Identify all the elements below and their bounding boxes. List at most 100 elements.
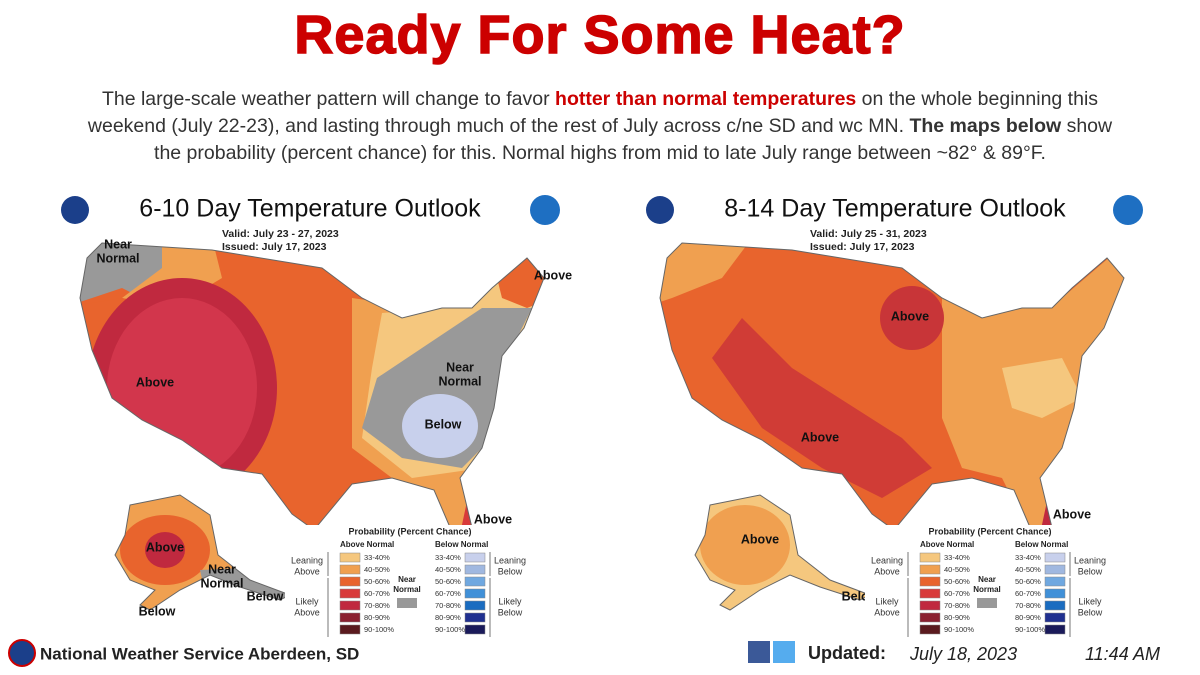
legend-group: Leaning (291, 555, 323, 565)
region-label: Near (104, 237, 132, 251)
legend-group: Likely (1078, 596, 1102, 606)
legend-bin: 40-50% (944, 565, 970, 574)
legend-group: Leaning (871, 555, 903, 565)
description-line: the probability (percent chance) for thi… (0, 140, 1200, 167)
legend-bin: 33-40% (944, 553, 970, 562)
legend-box (285, 525, 535, 640)
legend-swatch (339, 588, 361, 599)
legend-bin: 70-80% (944, 601, 970, 610)
legend-bin: 50-60% (435, 577, 461, 586)
region-label: Normal (96, 251, 139, 265)
legend-group: Below (1078, 566, 1103, 576)
legend-near: Normal (393, 585, 421, 594)
legend-swatch (1044, 588, 1066, 599)
region-label: Below (247, 589, 284, 603)
legend-swatch (1044, 564, 1066, 575)
legend: Probability (Percent Chance) Above Normal… (865, 525, 1115, 640)
region-label: Near (208, 562, 236, 576)
region-label: Above (534, 268, 572, 282)
legend-header: Below Normal (1015, 540, 1068, 549)
legend-bin: 90-100% (364, 625, 394, 634)
legend-swatch (464, 564, 486, 575)
map-title: 6-10 Day Temperature Outlook (139, 195, 481, 223)
text-segment: weekend (July 22-23), and lasting throug… (87, 115, 910, 137)
legend: Probability (Percent Chance) Above Normal… (285, 525, 535, 640)
legend-swatch (397, 598, 417, 608)
facebook-icon[interactable] (748, 641, 770, 663)
legend-bin: 80-90% (435, 613, 461, 622)
legend-bin: 60-70% (944, 589, 970, 598)
legend-swatch (464, 576, 486, 587)
legend-bin: 70-80% (435, 601, 461, 610)
legend-swatch (1044, 612, 1066, 623)
legend-group: Likely (295, 596, 319, 606)
description-line: The large-scale weather pattern will cha… (0, 86, 1200, 113)
region-label: Above (801, 430, 839, 444)
legend-bin: 70-80% (364, 601, 390, 610)
legend-bin: 90-100% (944, 625, 974, 634)
legend-group: Above (294, 566, 320, 576)
region-label: Above (1053, 507, 1091, 521)
office: National Weather Service Aberdeen, SD (40, 644, 359, 663)
map-6-10: 6-10 Day Temperature Outlook Valid: July… (61, 195, 572, 640)
updated-time: 11:44 AM (1085, 644, 1160, 664)
legend-swatch (339, 600, 361, 611)
legend-group: Likely (498, 596, 522, 606)
legend-swatch (919, 624, 941, 635)
region-label: Above (891, 309, 929, 323)
issued: Issued: July 17, 2023 (810, 241, 915, 253)
legend-bin: 60-70% (1015, 589, 1041, 598)
noaa-logo (530, 195, 560, 225)
text-segment: show (1061, 115, 1113, 137)
legend-swatch (464, 588, 486, 599)
legend-bin: 40-50% (1015, 565, 1041, 574)
legend-swatch (339, 576, 361, 587)
valid: Valid: July 23 - 27, 2023 (222, 228, 339, 240)
legend-swatch (339, 612, 361, 623)
legend-near: Normal (973, 585, 1001, 594)
legend-group: Leaning (494, 555, 526, 565)
legend-swatch (919, 588, 941, 599)
legend-bin: 80-90% (364, 613, 390, 622)
legend-near: Near (978, 575, 996, 584)
text-segment: The maps below (909, 115, 1062, 137)
legend-swatch (464, 624, 486, 635)
legend-group: Below (498, 607, 523, 617)
legend-swatch (1044, 624, 1066, 635)
twitter-icon[interactable] (773, 641, 795, 663)
legend-bin: 60-70% (364, 589, 390, 598)
legend-bin: 90-100% (435, 625, 465, 634)
legend-swatch (339, 564, 361, 575)
region-label: Below (139, 604, 176, 618)
legend-group: Below (1078, 607, 1103, 617)
description: The large-scale weather pattern will cha… (0, 86, 1200, 167)
region-label: Above (136, 375, 174, 389)
legend-group: Above (874, 566, 900, 576)
legend-box (865, 525, 1115, 640)
legend-header: Above Normal (920, 540, 974, 549)
text-segment: The large-scale weather pattern will cha… (101, 88, 556, 110)
region-label: Normal (200, 576, 243, 590)
legend-bin: 90-100% (1015, 625, 1045, 634)
legend-group: Below (498, 566, 523, 576)
legend-header: Below Normal (435, 540, 488, 549)
issued: Issued: July 17, 2023 (222, 241, 327, 253)
footer: National Weather Service Aberdeen, SD Up… (8, 639, 1160, 667)
map-labels: NearNormalAboveAboveNearNormalBelowAbove… (96, 237, 572, 618)
headline: Ready For Some Heat? (294, 4, 906, 66)
legend-bin: 33-40% (435, 553, 461, 562)
legend-bin: 80-90% (944, 613, 970, 622)
text-segment: hotter than normal temperatures (555, 88, 857, 110)
legend-swatch (919, 552, 941, 563)
doc-logo (646, 196, 674, 224)
legend-title: Probability (Percent Chance) (348, 526, 471, 536)
legend-bin: 40-50% (435, 565, 461, 574)
region-label: Above (474, 512, 512, 526)
legend-swatch (919, 600, 941, 611)
legend-group: Leaning (1074, 555, 1106, 565)
legend-group: Above (874, 607, 900, 617)
text-segment: on the whole beginning this (856, 88, 1099, 110)
legend-bin: 50-60% (944, 577, 970, 586)
